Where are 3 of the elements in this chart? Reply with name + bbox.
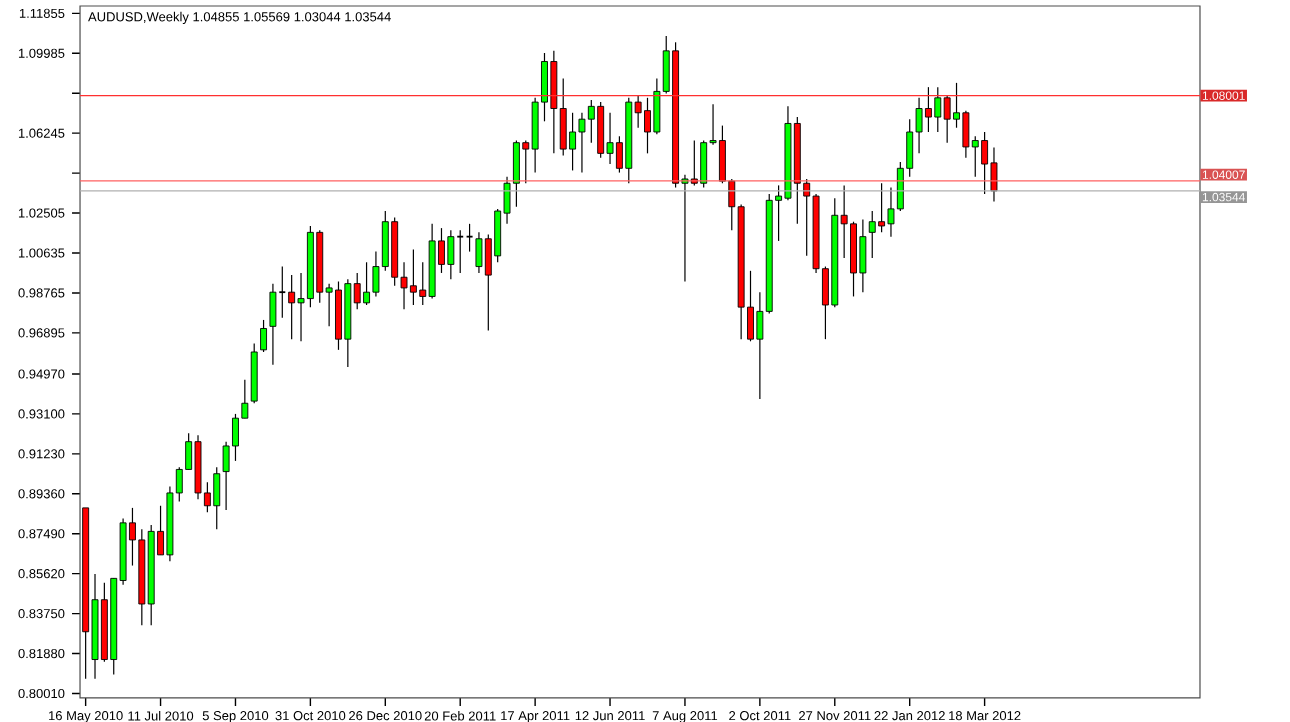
candlestick: [260, 319, 268, 353]
candlestick: [269, 283, 277, 366]
candlestick: [465, 223, 474, 253]
